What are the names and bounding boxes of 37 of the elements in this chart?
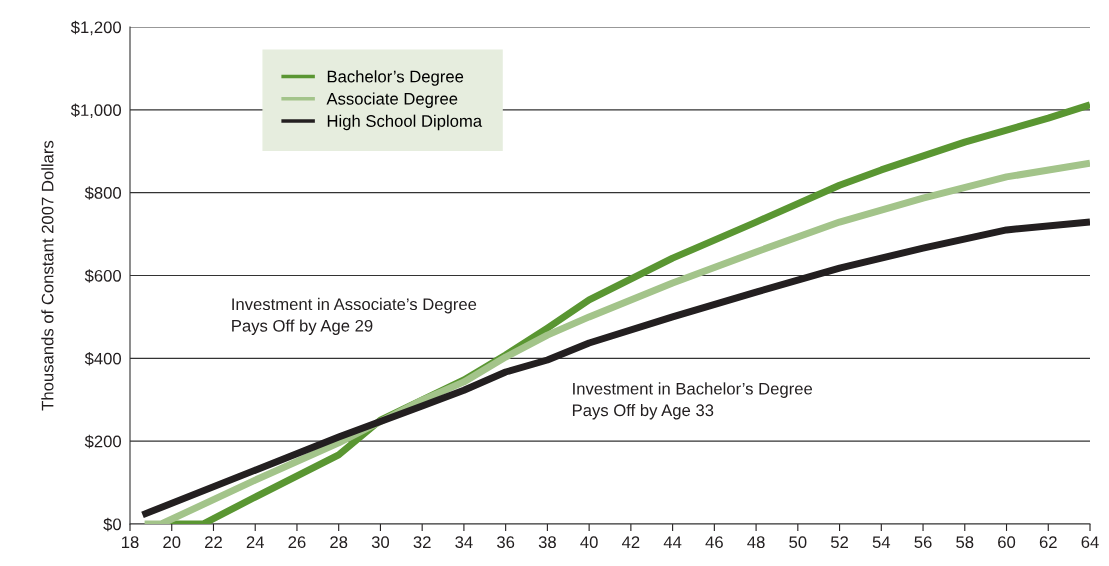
- legend-label: High School Diploma: [327, 114, 483, 131]
- x-tick-label: 52: [830, 536, 848, 549]
- y-tick-label: $0: [103, 517, 122, 532]
- y-tick-label: $200: [84, 434, 122, 449]
- x-tick-label: 58: [956, 536, 974, 549]
- x-tick-label: 44: [663, 536, 682, 548]
- y-tick-label: $800: [84, 186, 122, 200]
- x-tick-label: 26: [288, 536, 306, 549]
- y-tick-label: $1,000: [70, 103, 122, 119]
- x-tick-label: 42: [621, 536, 640, 548]
- x-tick-label: 64: [1081, 536, 1099, 549]
- x-tick-label: 32: [413, 536, 431, 549]
- x-tick-label: 48: [747, 536, 765, 549]
- x-tick-label: 28: [330, 536, 348, 549]
- x-tick-label: 50: [789, 536, 807, 549]
- y-tick-label: $400: [84, 352, 122, 366]
- legend-label: Associate Degree: [326, 92, 458, 108]
- x-tick-label: 24: [246, 536, 264, 548]
- x-tick-label: 30: [371, 536, 390, 549]
- x-tick-label: 54: [872, 536, 891, 549]
- x-tick-label: 40: [580, 536, 598, 549]
- x-tick-label: 60: [998, 536, 1016, 549]
- annotation: Investment in Associate’s Degree Pays Off by Age 29: [232, 297, 477, 335]
- y-axis-title: Thousands of Constant 2007 Dollars: [41, 140, 54, 411]
- x-tick-label: 62: [1039, 536, 1057, 549]
- x-tick-label: 36: [497, 536, 515, 549]
- x-tick-label: 22: [205, 536, 222, 548]
- x-tick-label: 46: [705, 536, 723, 549]
- x-tick-label: 38: [538, 536, 556, 549]
- x-tick-label: 18: [122, 536, 139, 549]
- y-tick-label: $1,200: [70, 20, 122, 36]
- legend-label: Bachelor’s Degree: [327, 70, 464, 86]
- x-tick-label: 20: [163, 536, 181, 549]
- x-tick-label: 34: [455, 536, 473, 549]
- annotation: Investment in Bachelor’s Degree Pays Off by Age 33: [572, 382, 813, 420]
- x-tick-label: 56: [914, 536, 932, 549]
- y-tick-label: $600: [84, 269, 122, 283]
